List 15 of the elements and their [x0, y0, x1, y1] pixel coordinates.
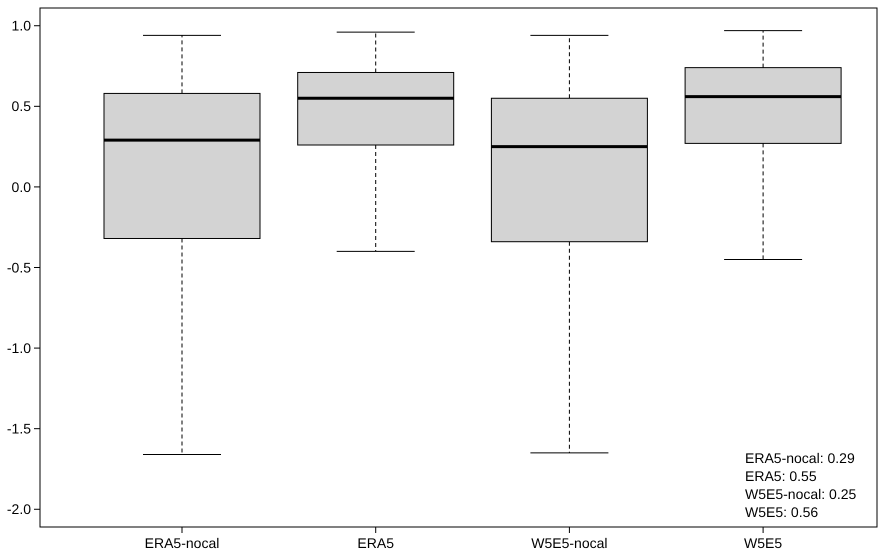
annotation: ERA5-nocal: 0.29 — [745, 450, 855, 466]
annotation: ERA5: 0.55 — [745, 468, 817, 484]
annotation: W5E5: 0.56 — [745, 504, 818, 520]
x-tick-label: W5E5-nocal — [531, 535, 608, 551]
x-tick-label: W5E5 — [744, 535, 782, 551]
y-tick-label: -1.5 — [6, 420, 32, 437]
x-tick-label: ERA5 — [357, 535, 394, 551]
y-tick-label: -0.5 — [6, 259, 32, 276]
x-tick-label: ERA5-nocal — [144, 535, 220, 551]
y-tick-label: 0.0 — [12, 178, 32, 195]
y-tick-label: -1.0 — [6, 340, 32, 356]
y-tick-label: 0.5 — [12, 98, 32, 114]
y-tick-label: 1.0 — [12, 18, 32, 34]
annotation: W5E5-nocal: 0.25 — [745, 486, 856, 502]
y-tick-label: -2.0 — [6, 501, 32, 518]
